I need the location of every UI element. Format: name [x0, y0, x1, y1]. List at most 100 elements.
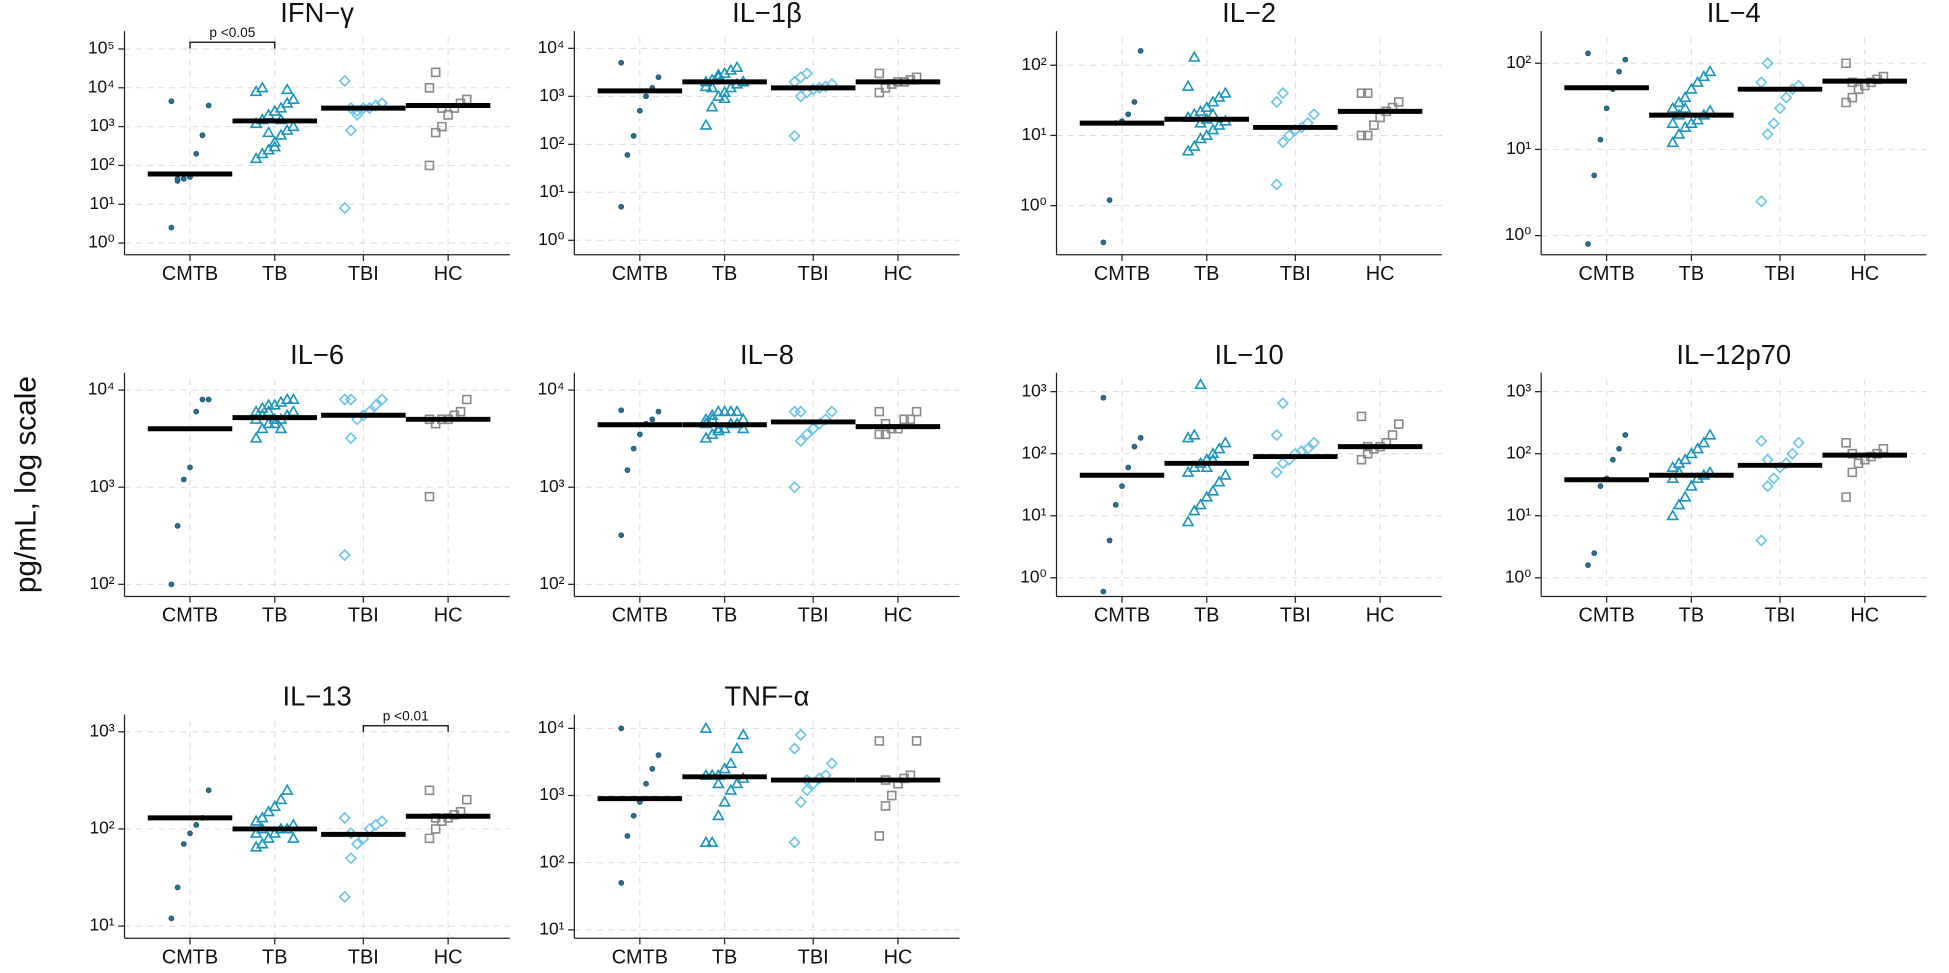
data-point: [630, 133, 637, 139]
data-point: [424, 833, 435, 844]
data-point: [1755, 534, 1768, 547]
data-point: [1703, 428, 1717, 440]
data-point: [180, 476, 187, 483]
x-tick-label: CMTB: [1094, 263, 1150, 285]
data-point: [338, 201, 351, 215]
data-point: [268, 140, 282, 152]
x-tick-label: CMTB: [162, 946, 218, 968]
data-point: [800, 67, 814, 80]
data-point: [705, 100, 719, 112]
data-point: [825, 757, 838, 770]
y-tick-label: 10¹: [1506, 138, 1531, 158]
data-point: [655, 74, 662, 81]
data-point: [1666, 471, 1680, 483]
y-tick-label: 10²: [89, 573, 114, 593]
data-point: [1666, 136, 1680, 148]
data-point: [287, 831, 300, 843]
data-point: [1200, 100, 1214, 113]
data-point: [1106, 197, 1113, 203]
data-point: [424, 160, 435, 171]
data-point: [287, 120, 300, 132]
data-point: [794, 405, 807, 418]
panel-title: IL−1β: [732, 0, 802, 28]
y-tick-label: 10⁴: [88, 76, 115, 96]
data-point: [1666, 101, 1680, 113]
data-point: [1187, 428, 1201, 440]
x-tick-label: CMTB: [1094, 605, 1150, 627]
x-tick-label: TB: [1194, 263, 1219, 285]
data-point: [1187, 139, 1201, 151]
y-tick-label: 10¹: [1506, 504, 1531, 524]
data-point: [1187, 50, 1201, 62]
panel-title: IFN−γ: [280, 0, 354, 28]
data-point: [712, 424, 725, 436]
data-point: [1270, 178, 1283, 191]
data-point: [1853, 84, 1864, 94]
data-point: [174, 884, 181, 891]
data-point: [1841, 97, 1851, 108]
data-point: [1691, 442, 1704, 454]
data-point: [280, 392, 294, 405]
data-point: [1200, 460, 1214, 473]
x-tick-label: TBI: [798, 946, 829, 968]
data-point: [1678, 101, 1692, 113]
data-point: [1206, 484, 1220, 496]
data-point: [655, 408, 662, 415]
data-point: [880, 801, 891, 811]
x-tick-label: HC: [434, 605, 463, 627]
data-point: [730, 742, 744, 754]
data-point: [455, 406, 466, 417]
data-point: [287, 405, 300, 417]
data-point: [187, 830, 193, 837]
x-tick-label: CMTB: [162, 263, 218, 285]
y-tick-label: 10¹: [1021, 124, 1046, 144]
data-point: [886, 790, 897, 801]
y-tick-label: 10⁰: [538, 229, 564, 249]
data-point: [649, 765, 656, 772]
data-point: [268, 135, 282, 147]
significance-bracket: [362, 725, 449, 732]
data-point: [794, 728, 807, 742]
data-point: [1603, 105, 1610, 112]
data-point: [1119, 483, 1125, 490]
data-point: [874, 736, 885, 746]
data-point: [274, 793, 288, 805]
data-point: [262, 805, 275, 817]
data-point: [375, 815, 389, 828]
x-tick-label: TB: [1194, 605, 1219, 627]
data-point: [724, 783, 738, 795]
data-point: [874, 831, 885, 841]
data-point: [1585, 50, 1591, 57]
data-point: [1194, 378, 1207, 390]
data-point: [874, 68, 885, 79]
data-point: [1219, 436, 1232, 448]
data-point: [1200, 128, 1214, 140]
data-point: [1841, 492, 1851, 502]
y-tick-label: 10²: [1021, 54, 1046, 74]
data-point: [788, 129, 801, 142]
data-point: [1672, 127, 1686, 139]
data-point: [1100, 394, 1107, 401]
y-tick-label: 10⁴: [538, 37, 565, 57]
y-tick-label: 10⁰: [1505, 566, 1531, 586]
data-point: [1866, 451, 1876, 462]
data-point: [268, 799, 282, 812]
data-point: [788, 405, 801, 418]
panel-title: IL−8: [740, 339, 794, 370]
data-point: [1307, 436, 1321, 449]
data-point: [788, 481, 801, 494]
data-point: [624, 467, 631, 473]
x-tick-label: TB: [712, 263, 737, 285]
panel-title: IL−4: [1707, 0, 1761, 28]
data-point: [1755, 434, 1768, 448]
data-point: [180, 176, 187, 182]
data-point: [1112, 501, 1119, 508]
data-point: [430, 127, 441, 138]
data-point: [1362, 448, 1373, 459]
data-point: [724, 756, 738, 769]
x-tick-label: TB: [1679, 605, 1704, 627]
data-point: [287, 92, 300, 105]
data-point: [1276, 136, 1290, 149]
data-point: [344, 124, 358, 137]
data-point: [199, 396, 206, 403]
